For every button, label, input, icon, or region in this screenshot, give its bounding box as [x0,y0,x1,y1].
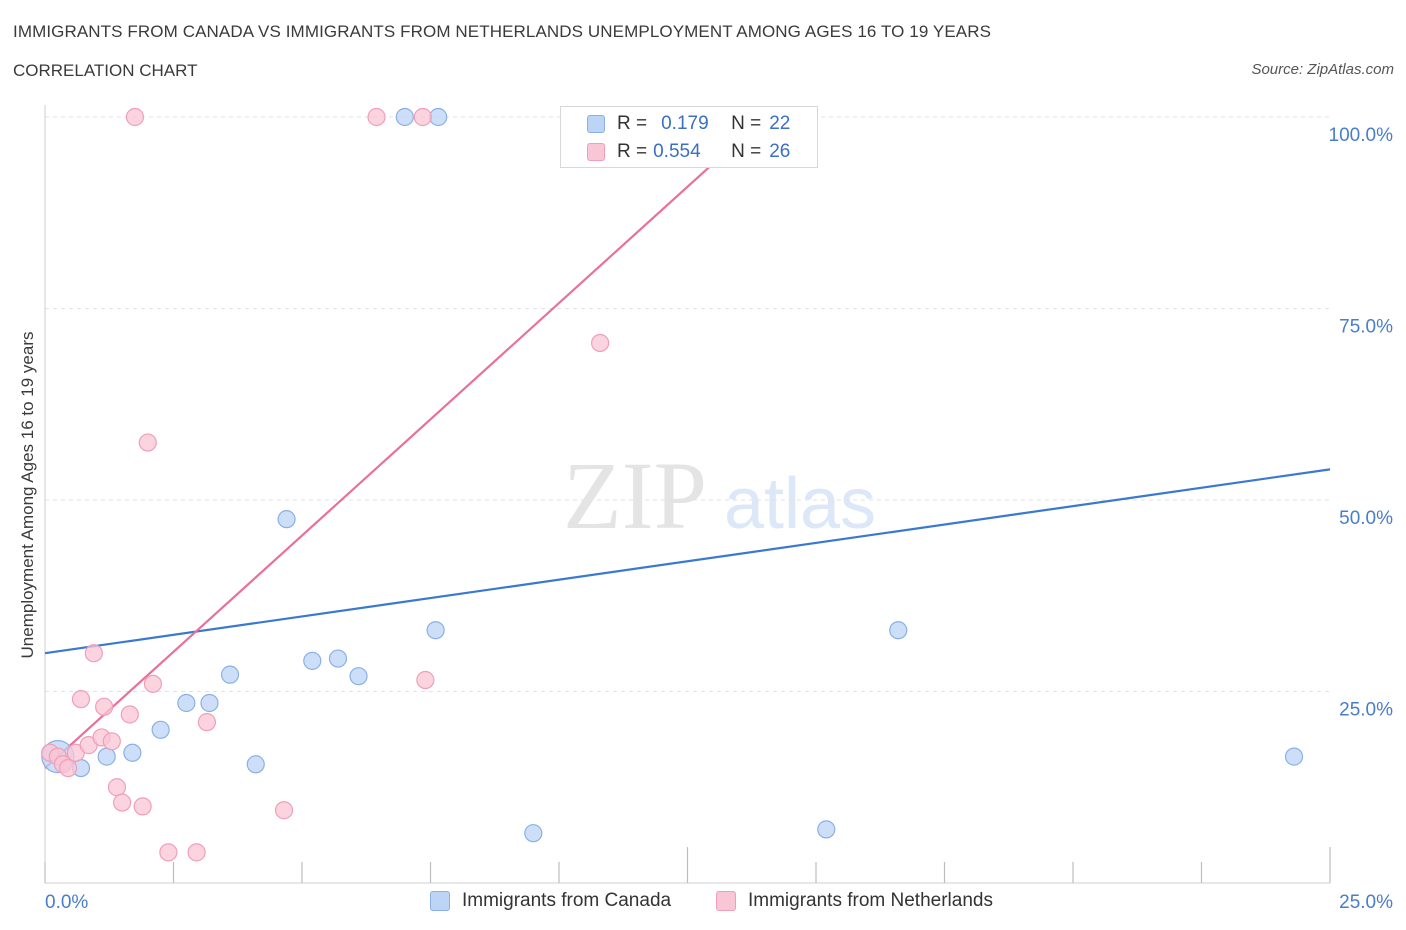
legend-netherlands-label: Immigrants from Netherlands [748,890,993,911]
canada-point-7 [220,665,240,684]
canada-point-8 [246,755,265,774]
netherlands-point-20 [197,713,217,732]
netherlands-point-11 [107,778,127,797]
chart-title: IMMIGRANTS FROM CANADA VS IMMIGRANTS FRO… [13,22,992,41]
netherlands-point-3 [59,758,78,778]
canada-r-value: 0.179 [661,113,709,134]
canada-point-6 [200,693,219,713]
netherlands-point-9 [95,697,114,716]
watermark-atlas: atlas [724,464,876,544]
netherlands-point-12 [112,793,132,812]
x-tick-label-min: 0.0% [45,892,88,913]
canada-point-20 [889,621,908,640]
chart-subtitle: CORRELATION CHART [13,61,198,80]
canada-point-11 [328,649,348,668]
legend-canada-label: Immigrants from Canada [462,890,672,911]
y-tick-label-75: 75.0% [1339,317,1393,338]
netherlands-n-value: 26 [769,141,791,162]
gridlines [45,116,1330,692]
watermark: ZIP atlas [563,442,876,549]
netherlands-point-18 [159,843,178,862]
y-tick-label-50: 50.0% [1339,508,1393,529]
netherlands-point-19 [187,843,206,862]
tick-labels: 25.0% 50.0% 75.0% 100.0% 0.0% 25.0% [45,125,1393,913]
netherlands-n-label: N = [731,141,762,162]
canada-point-19 [817,820,836,839]
netherlands-point-5 [71,690,91,709]
source-label: Source: ZipAtlas.com [1251,61,1394,78]
legend-item-canada: Immigrants from Canada [430,890,671,912]
canada-point-13 [395,107,414,127]
canada-point-5 [177,693,196,713]
canada-point-21 [1284,747,1304,766]
canada-point-12 [349,667,368,686]
netherlands-trend-line [44,116,766,769]
netherlands-point-16 [138,433,157,452]
legend-canada-swatch [430,891,450,911]
netherlands-point-15 [133,797,152,816]
canada-point-15 [429,107,448,127]
canada-point-9 [277,510,296,529]
canada-point-2 [97,747,116,766]
legend-netherlands-swatch [716,891,736,911]
netherlands-r-label: R = [617,141,648,162]
netherlands-point-14 [125,107,145,127]
legend-row-netherlands: R = 0.554 N = 26 [587,139,790,165]
y-tick-label-100: 100.0% [1329,125,1394,146]
netherlands-point-7 [84,644,103,663]
canada-r-label: R = [617,113,648,134]
trend-lines [44,116,1331,769]
netherlands-point-10 [102,732,121,751]
legend-item-netherlands: Immigrants from Netherlands [716,890,993,912]
netherlands-point-24 [416,670,435,690]
canada-point-3 [123,743,142,762]
netherlands-point-17 [143,674,163,693]
canada-n-label: N = [731,113,762,134]
canada-point-14 [426,621,445,640]
correlation-legend: R = 0.179 N = 22 R = 0.554 N = 26 [560,106,818,168]
canada-point-10 [303,651,322,670]
data-points [41,107,1304,862]
legend-row-canada: R = 0.179 N = 22 [587,111,790,137]
netherlands-point-23 [413,107,432,127]
netherlands-point-25 [591,333,610,353]
netherlands-point-22 [367,107,386,127]
netherlands-point-13 [120,705,139,724]
canada-swatch [587,115,605,133]
netherlands-swatch [587,143,605,161]
watermark-zip: ZIP [563,442,707,549]
y-tick-label-25: 25.0% [1339,700,1393,721]
canada-n-value: 22 [769,113,791,134]
canada-trend-line [44,468,1331,655]
canada-point-4 [151,720,170,739]
netherlands-r-value: 0.554 [653,141,701,162]
netherlands-point-21 [274,801,294,820]
canada-point-16 [524,824,543,843]
x-tick-label-max: 25.0% [1339,892,1393,913]
